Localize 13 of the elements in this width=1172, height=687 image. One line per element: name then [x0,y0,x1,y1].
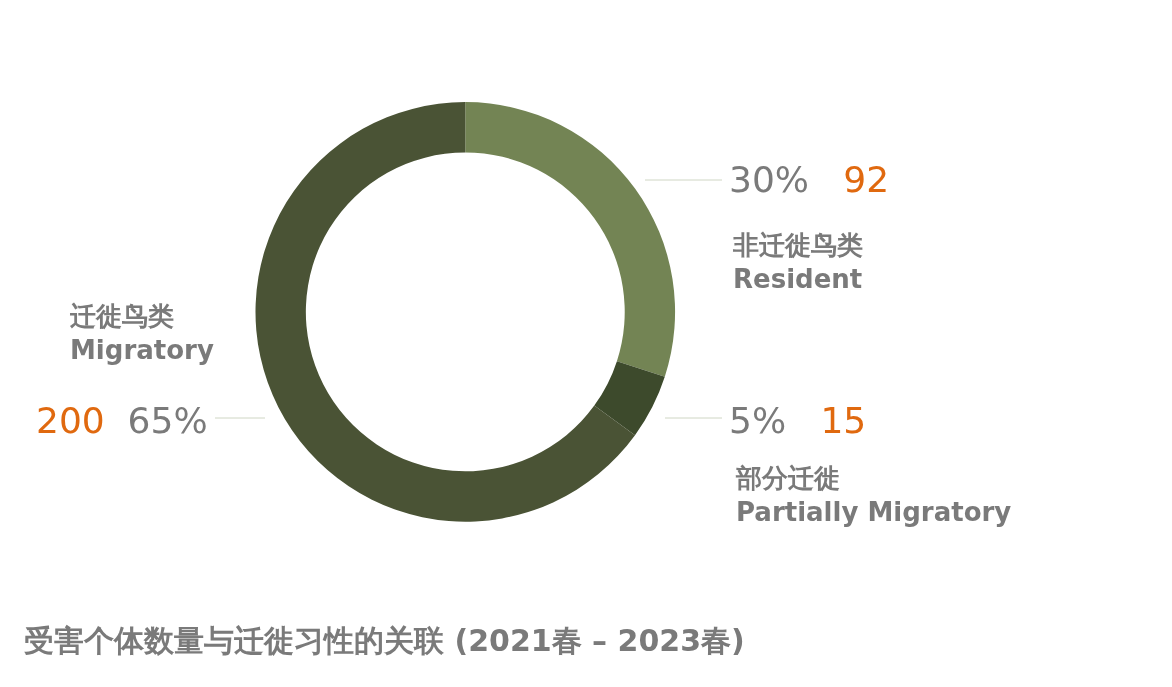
slice-label: 非迁徙鸟类 Resident [732,230,863,294]
slice-label: 迁徙鸟类 Migratory [69,301,214,365]
text: 92 [843,159,890,200]
data-label: 5% [729,400,787,441]
data-label: 30% [729,159,810,200]
donut-slice [255,102,636,522]
donut-slice [594,361,665,436]
text: 200 [36,400,105,441]
text: 受害个体数量与迁徙习性的关联 (2021春 – 2023春) [24,623,745,658]
text: 15 [820,400,867,441]
slice-label: 部分迁徙 Partially Migratory [735,463,1012,527]
donut-slice [465,102,675,377]
data-label: 65% [127,400,208,441]
